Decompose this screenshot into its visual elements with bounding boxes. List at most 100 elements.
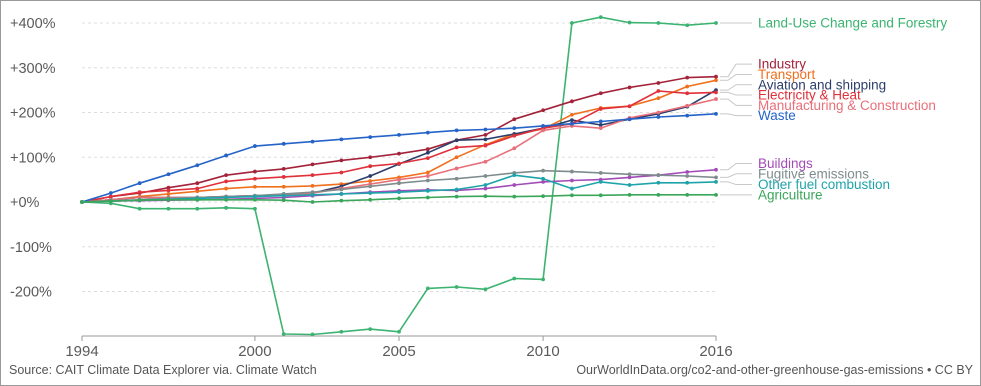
data-point: [339, 192, 344, 196]
series-label: Agriculture: [758, 187, 823, 202]
data-point: [425, 188, 430, 193]
data-point: [137, 198, 142, 203]
data-point: [281, 166, 286, 171]
data-point: [714, 175, 718, 180]
data-point: [483, 174, 488, 178]
series-label: Fugitive emissions: [758, 166, 869, 181]
series-label: Waste: [758, 108, 796, 123]
source-note: Source: CAIT Climate Data Explorer via. …: [9, 363, 317, 377]
data-point: [166, 192, 171, 196]
x-tick-label: 2016: [699, 343, 732, 360]
data-point: [195, 181, 200, 186]
data-point: [512, 117, 517, 122]
data-point: [195, 197, 200, 202]
data-point: [685, 192, 690, 197]
data-point: [483, 183, 488, 187]
y-tick-label: +400%: [10, 16, 56, 32]
data-point: [253, 144, 257, 148]
data-point: [685, 91, 690, 96]
data-point: [195, 189, 200, 194]
data-point: [253, 206, 257, 211]
data-point: [512, 126, 517, 131]
data-point: [598, 107, 603, 111]
data-point: [339, 170, 344, 175]
data-point: [166, 197, 171, 202]
data-point: [137, 206, 142, 211]
data-point: [454, 128, 459, 133]
data-point: [570, 186, 574, 191]
data-point: [368, 174, 373, 178]
data-point: [224, 179, 228, 184]
data-point: [541, 168, 545, 173]
data-point: [714, 21, 718, 25]
data-point: [224, 153, 228, 158]
label-connector: [720, 173, 752, 178]
data-point: [195, 186, 200, 191]
data-point: [483, 194, 488, 199]
data-point: [541, 108, 545, 113]
data-point: [685, 75, 690, 80]
data-point: [310, 200, 315, 204]
data-point: [253, 176, 257, 181]
data-point: [397, 329, 401, 334]
data-point: [570, 99, 574, 104]
data-point: [483, 132, 488, 137]
data-point: [397, 177, 401, 182]
x-tick-label: 2010: [526, 343, 559, 360]
data-point: [397, 196, 401, 201]
series-label: Aviation and shipping: [758, 77, 886, 92]
data-point: [454, 194, 459, 199]
x-tick-label: 1994: [65, 343, 98, 360]
data-point: [224, 205, 228, 210]
data-point: [166, 185, 171, 190]
data-point: [368, 184, 373, 189]
data-point: [714, 192, 718, 197]
data-point: [483, 287, 488, 292]
data-point: [598, 123, 603, 127]
data-point: [656, 180, 661, 185]
data-point: [368, 179, 373, 183]
data-point: [281, 184, 286, 189]
data-point: [570, 193, 574, 198]
data-point: [368, 197, 373, 202]
data-point: [195, 163, 200, 168]
data-point: [224, 197, 228, 202]
data-point: [627, 117, 632, 122]
data-point: [425, 174, 430, 178]
data-point: [714, 167, 718, 172]
data-point: [108, 194, 113, 199]
data-point: [512, 173, 517, 178]
data-point: [570, 121, 574, 126]
label-connector: [720, 181, 752, 186]
data-point: [310, 162, 315, 167]
data-point: [425, 147, 430, 152]
y-tick-label: +300%: [10, 61, 56, 77]
y-tick-label: +200%: [10, 106, 56, 122]
data-point: [656, 192, 661, 197]
data-point: [454, 166, 459, 171]
data-point: [224, 186, 228, 191]
data-point: [656, 173, 661, 178]
y-tick-label: +100%: [10, 150, 56, 166]
data-point: [541, 124, 545, 128]
data-point: [512, 133, 517, 138]
data-point: [685, 23, 690, 28]
data-point: [714, 74, 718, 79]
data-point: [425, 178, 430, 183]
data-point: [310, 183, 315, 188]
data-point: [570, 21, 574, 25]
data-point: [656, 89, 661, 93]
data-point: [310, 190, 315, 195]
data-point: [368, 135, 373, 140]
data-point: [483, 137, 488, 142]
data-point: [253, 194, 257, 199]
data-point: [627, 104, 632, 109]
label-connector: [720, 73, 752, 81]
y-tick-label: +0%: [10, 195, 40, 211]
data-point: [454, 285, 459, 289]
x-tick-label: 2000: [238, 343, 271, 360]
source-url: OurWorldInData.org/co2-and-other-greenho…: [576, 363, 973, 377]
data-point: [425, 156, 430, 161]
data-point: [656, 96, 661, 101]
